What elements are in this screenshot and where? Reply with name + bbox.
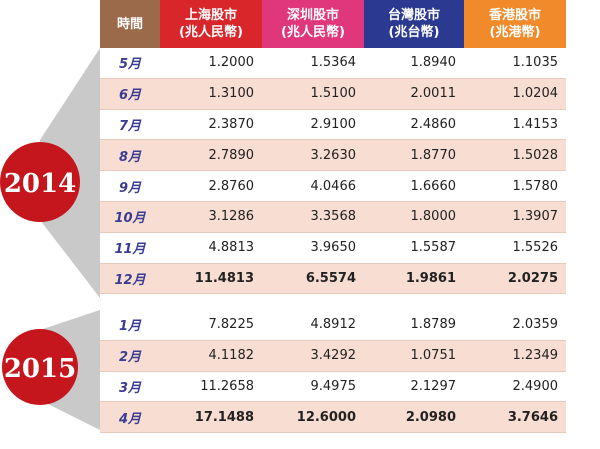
year: 2015 [4,354,76,384]
cell: 1.5100 [262,78,364,110]
cell: 1.3907 [464,201,566,233]
header-unit: (兆台幣) [388,25,440,40]
cell: 2.1297 [364,371,464,403]
month-cell: 9月 [100,170,160,202]
row: 8月 2.7890 3.2630 1.8770 1.5028 [100,139,566,172]
cell: 1.1035 [464,48,566,79]
cell: 1.8770 [364,139,464,172]
cell: 4.8813 [160,232,262,264]
cell: 7.8225 [160,310,262,341]
cell: 1.5526 [464,232,566,264]
cell: 4.1182 [160,340,262,372]
header-cell: 時間 [100,0,160,48]
month-cell: 4月 [100,401,160,434]
cell: 4.0466 [262,170,364,202]
cell: 1.3100 [160,78,262,110]
row: 5月 1.2000 1.5364 1.8940 1.1035 [100,48,566,79]
row: 11月 4.8813 3.9650 1.5587 1.5526 [100,232,566,264]
cell: 3.7646 [464,401,566,434]
cell: 4.8912 [262,310,364,341]
year-badge [0,142,80,222]
header-cell: 台灣股市 (兆台幣) [364,0,464,48]
table-2014: 5月 1.2000 1.5364 1.8940 1.1035 6月 1.3100 1.5100… [100,48,566,295]
header-title: 深圳股市 [286,8,339,23]
cell: 1.0204 [464,78,566,110]
cell: 1.5364 [262,48,364,79]
cell: 1.5587 [364,232,464,264]
cell: 1.8000 [364,201,464,233]
cell: 1.2000 [160,48,262,79]
month-cell: 10月 [100,201,160,233]
row: 1月 7.8225 4.8912 1.8789 2.0359 [100,310,566,341]
month-cell: 11月 [100,232,160,264]
month-cell: 8月 [100,139,160,172]
cell: 1.6660 [364,170,464,202]
header-title: 上海股市 [184,8,237,23]
header-title: 台灣股市 [387,8,440,23]
cell: 2.8760 [160,170,262,202]
row: 4月 17.1488 12.6000 2.0980 3.7646 [100,401,566,434]
cell: 11.2658 [160,371,262,403]
month-cell: 6月 [100,78,160,110]
cell: 11.4813 [160,263,262,295]
cell: 12.6000 [262,401,364,434]
year: 2014 [4,169,76,199]
cell: 2.3870 [160,109,262,141]
header-cell: 深圳股市 (兆人民幣) [262,0,364,48]
row: 10月 3.1286 3.3568 1.8000 1.3907 [100,201,566,233]
cell: 1.2349 [464,340,566,372]
cell: 3.2630 [262,139,364,172]
cell: 17.1488 [160,401,262,434]
row: 7月 2.3870 2.9100 2.4860 1.4153 [100,109,566,141]
cell: 1.8789 [364,310,464,341]
cell: 1.8940 [364,48,464,79]
cell: 3.4292 [262,340,364,372]
year-badge [2,329,78,405]
header-unit: (兆人民幣) [281,25,345,40]
header: 時間 上海股市 (兆人民幣) 深圳股市 (兆人民幣) 台灣股市 (兆台幣) 香港股市 (兆港幣) [100,0,566,48]
month-cell: 3月 [100,371,160,403]
cell: 2.9100 [262,109,364,141]
header-cell: 上海股市 (兆人民幣) [160,0,262,48]
month-cell: 5月 [100,48,160,79]
cell: 2.0359 [464,310,566,341]
cell: 6.5574 [262,263,364,295]
cell: 1.9861 [364,263,464,295]
cell: 1.5780 [464,170,566,202]
header-title: 時間 [116,16,143,32]
row: 9月 2.8760 4.0466 1.6660 1.5780 [100,170,566,202]
cell: 1.5028 [464,139,566,172]
month-cell: 2月 [100,340,160,372]
row: 6月 1.3100 1.5100 2.0011 1.0204 [100,78,566,110]
header-unit: (兆人民幣) [179,25,243,40]
cell: 2.4860 [364,109,464,141]
header-cell: 香港股市 (兆港幣) [464,0,566,48]
table-2015: 1月 7.8225 4.8912 1.8789 2.0359 2月 4.1182 3.4292… [100,310,566,434]
month-cell: 1月 [100,310,160,341]
cell: 2.0011 [364,78,464,110]
cell: 3.1286 [160,201,262,233]
cell: 1.4153 [464,109,566,141]
row: 2月 4.1182 3.4292 1.0751 1.2349 [100,340,566,372]
cell: 2.0275 [464,263,566,295]
cell: 3.3568 [262,201,364,233]
header-title: 香港股市 [488,8,541,23]
cell: 2.0980 [364,401,464,434]
month-cell: 12月 [100,263,160,295]
cell: 2.4900 [464,371,566,403]
cell: 9.4975 [262,371,364,403]
row: 3月 11.2658 9.4975 2.1297 2.4900 [100,371,566,403]
header-unit: (兆港幣) [489,25,541,40]
row: 12月 11.4813 6.5574 1.9861 2.0275 [100,263,566,295]
cell: 1.0751 [364,340,464,372]
cell: 2.7890 [160,139,262,172]
month-cell: 7月 [100,109,160,141]
cell: 3.9650 [262,232,364,264]
